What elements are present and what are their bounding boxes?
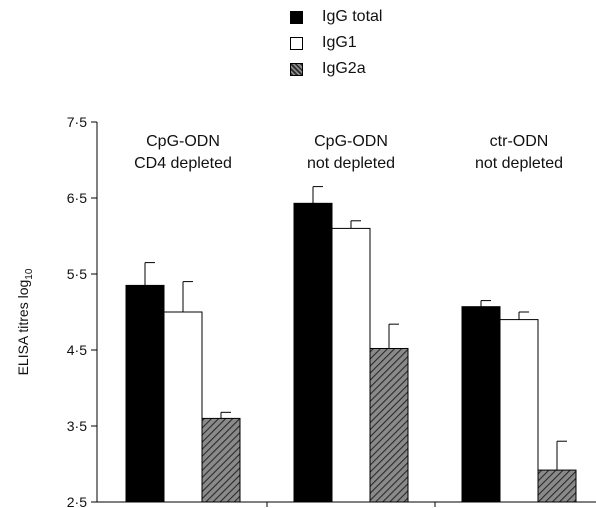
bar-igg-total [293, 202, 333, 503]
y-tick-label: 4·5 [67, 342, 87, 358]
group-label-line1: CpG-ODN [146, 133, 220, 150]
y-axis-label: ELISA titres log10 [15, 268, 35, 375]
group-label-line1: ctr-ODN [490, 133, 549, 150]
group-label-line2: CD4 depleted [134, 155, 232, 172]
legend-label-igg2a: IgG2a [322, 60, 366, 77]
y-tick-label: 7·5 [67, 114, 87, 130]
legend-label-igg1: IgG1 [322, 34, 357, 51]
y-axis-label-subscript: 10 [24, 268, 35, 280]
legend-swatch-igg1 [290, 37, 303, 50]
bar-igg1 [163, 311, 203, 503]
bar-igg2a [537, 469, 577, 503]
y-axis-label-text: ELISA titres log [15, 280, 31, 376]
group-label-line1: CpG-ODN [314, 133, 388, 150]
labels: ELISA titres log10 CpG-ODN CD4 depleted CpG… [15, 133, 563, 375]
y-tick-label: 2·5 [67, 494, 87, 508]
legend-label-igg-total: IgG total [322, 8, 383, 25]
bar-igg2a [369, 347, 409, 503]
bar-igg1 [331, 227, 371, 503]
legend-swatch-igg-total [290, 11, 303, 24]
legend-swatch-igg2a [290, 63, 303, 76]
y-tick-label: 6·5 [67, 190, 87, 206]
bar-igg1 [499, 319, 539, 503]
group-label-line2: not depleted [307, 155, 395, 172]
bar-igg-total [125, 284, 165, 503]
bar-igg2a [201, 417, 241, 503]
y-tick-label: 5·5 [67, 266, 87, 282]
y-tick-label: 3·5 [67, 418, 87, 434]
bar-igg-total [461, 306, 501, 503]
bars [125, 186, 577, 503]
group-label-line2: not depleted [475, 155, 563, 172]
